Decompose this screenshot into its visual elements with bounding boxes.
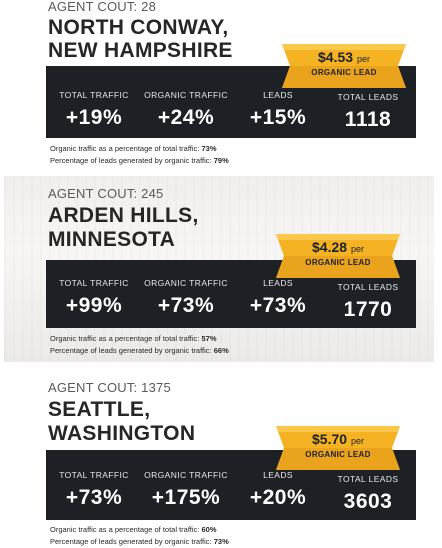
stat-label: TOTAL TRAFFIC (59, 278, 129, 288)
organic-lead-label: ORGANIC LEAD (305, 450, 371, 459)
stat-leads: LEADS +73% (232, 278, 324, 318)
stat-value: +24% (157, 106, 215, 129)
stat-total-leads: TOTAL LEADS 1770 (322, 282, 414, 322)
stat-value: +73% (157, 294, 215, 317)
city-name-line1: SEATTLE, (48, 398, 151, 421)
price-unit: per (356, 54, 370, 64)
stat-value: +175% (151, 486, 221, 509)
price-value: $4.53 (318, 49, 354, 65)
price-unit: per (350, 436, 364, 446)
location-card-arden-hills: AGENT COUT: 245 ARDEN HILLS, MINNESOTA T… (4, 176, 434, 362)
price-per-lead-tag: $4.28 per ORGANIC LEAD (276, 234, 400, 278)
agent-count: AGENT COUT: 28 (48, 0, 157, 14)
stat-leads: LEADS +15% (232, 90, 324, 130)
city-name-line2: NEW HAMPSHIRE (48, 39, 233, 62)
stat-label: LEADS (263, 470, 293, 480)
stat-value: +20% (249, 486, 307, 509)
note-value: 73% (213, 537, 229, 546)
price-per-lead-tag: $4.53 per ORGANIC LEAD (282, 44, 406, 88)
note-value: 57% (201, 334, 217, 343)
stat-organic-traffic: ORGANIC TRAFFIC +73% (140, 278, 232, 318)
stat-label: ORGANIC TRAFFIC (144, 90, 228, 100)
note-value: 66% (213, 346, 229, 355)
price-tag-ribbon (276, 234, 400, 278)
location-card-north-conway: AGENT COUT: 28 NORTH CONWAY, NEW HAMPSHI… (4, 0, 434, 170)
stat-value: +15% (249, 106, 307, 129)
organic-lead-label: ORGANIC LEAD (311, 68, 377, 77)
stat-label: TOTAL TRAFFIC (59, 470, 129, 480)
organic-traffic-note: Organic traffic as a percentage of total… (50, 334, 217, 343)
stats-panel: TOTAL TRAFFIC +73% ORGANIC TRAFFIC +175%… (46, 450, 416, 520)
price-tag-ribbon (276, 426, 400, 470)
stat-organic-traffic: ORGANIC TRAFFIC +175% (140, 470, 232, 510)
stat-total-traffic: TOTAL TRAFFIC +19% (48, 90, 140, 130)
stat-total-traffic: TOTAL TRAFFIC +99% (48, 278, 140, 318)
price-tag-ribbon (282, 44, 406, 88)
organic-traffic-note: Organic traffic as a percentage of total… (50, 144, 217, 153)
stat-total-leads: TOTAL LEADS 1118 (322, 92, 414, 132)
stat-total-traffic: TOTAL TRAFFIC +73% (48, 470, 140, 510)
price-per-lead-tag: $5.70 per ORGANIC LEAD (276, 426, 400, 470)
note-text: Organic traffic as a percentage of total… (50, 144, 200, 153)
stat-label: TOTAL LEADS (337, 474, 399, 484)
organic-traffic-note: Organic traffic as a percentage of total… (50, 525, 217, 534)
agent-count: AGENT COUT: 1375 (48, 380, 171, 395)
stat-total-leads: TOTAL LEADS 3603 (322, 474, 414, 514)
note-value: 79% (213, 156, 229, 165)
stat-value: +99% (65, 294, 123, 317)
agent-count: AGENT COUT: 245 (48, 186, 164, 201)
stat-value: +73% (249, 294, 307, 317)
stat-label: ORGANIC TRAFFIC (144, 278, 228, 288)
stat-value: +73% (65, 486, 123, 509)
stat-leads: LEADS +20% (232, 470, 324, 510)
stat-label: TOTAL TRAFFIC (59, 90, 129, 100)
note-text: Percentage of leads generated by organic… (50, 346, 212, 355)
note-text: Organic traffic as a percentage of total… (50, 334, 200, 343)
note-text: Organic traffic as a percentage of total… (50, 525, 200, 534)
price-text: $4.53 per (282, 49, 406, 65)
note-text: Percentage of leads generated by organic… (50, 537, 212, 546)
organic-leads-note: Percentage of leads generated by organic… (50, 156, 229, 165)
stat-value: 1118 (344, 108, 392, 131)
location-card-seattle: AGENT COUT: 1375 SEATTLE, WASHINGTON TOT… (4, 372, 434, 548)
note-value: 60% (201, 525, 217, 534)
city-name-line1: NORTH CONWAY, (48, 16, 229, 39)
city-name-line1: ARDEN HILLS, (48, 204, 199, 227)
stat-value: +19% (65, 106, 123, 129)
price-text: $4.28 per (276, 239, 400, 255)
stat-label: ORGANIC TRAFFIC (144, 470, 228, 480)
stat-organic-traffic: ORGANIC TRAFFIC +24% (140, 90, 232, 130)
stat-value: 1770 (343, 298, 393, 321)
price-value: $5.70 (312, 431, 348, 447)
organic-lead-label: ORGANIC LEAD (305, 258, 371, 267)
organic-leads-note: Percentage of leads generated by organic… (50, 537, 229, 546)
city-name-line2: MINNESOTA (48, 228, 176, 251)
price-text: $5.70 per (276, 431, 400, 447)
stat-label: LEADS (263, 278, 293, 288)
price-value: $4.28 (312, 239, 348, 255)
city-name-line2: WASHINGTON (48, 422, 196, 445)
note-text: Percentage of leads generated by organic… (50, 156, 212, 165)
price-unit: per (350, 244, 364, 254)
stat-value: 3603 (343, 490, 393, 513)
stat-label: LEADS (263, 90, 293, 100)
stat-label: TOTAL LEADS (337, 282, 399, 292)
stat-label: TOTAL LEADS (337, 92, 399, 102)
note-value: 73% (201, 144, 217, 153)
organic-leads-note: Percentage of leads generated by organic… (50, 346, 229, 355)
